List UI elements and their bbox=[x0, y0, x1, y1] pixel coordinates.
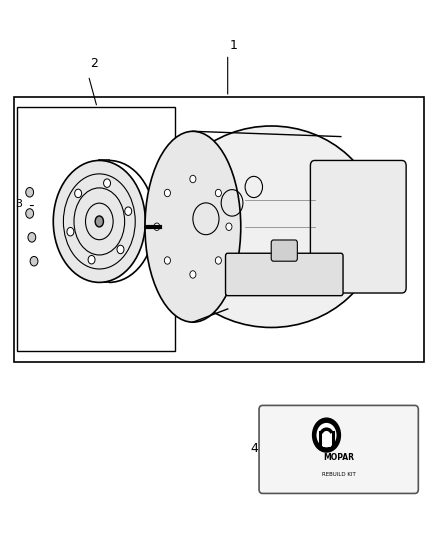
Text: REBUILD KIT: REBUILD KIT bbox=[322, 472, 356, 478]
Circle shape bbox=[125, 207, 132, 215]
Circle shape bbox=[30, 256, 38, 266]
Text: 4: 4 bbox=[250, 442, 258, 455]
Bar bbox=[14, 97, 424, 362]
Ellipse shape bbox=[95, 216, 103, 227]
Circle shape bbox=[164, 189, 170, 197]
Circle shape bbox=[215, 257, 222, 264]
Circle shape bbox=[67, 228, 74, 236]
Circle shape bbox=[190, 175, 196, 183]
Circle shape bbox=[117, 245, 124, 254]
Circle shape bbox=[74, 189, 81, 198]
Circle shape bbox=[215, 189, 222, 197]
Bar bbox=[17, 108, 176, 351]
Circle shape bbox=[103, 179, 110, 188]
Circle shape bbox=[190, 271, 196, 278]
Text: 1: 1 bbox=[230, 39, 238, 52]
Text: 2: 2 bbox=[91, 58, 99, 70]
Circle shape bbox=[164, 257, 170, 264]
Circle shape bbox=[317, 423, 336, 447]
Circle shape bbox=[226, 223, 232, 230]
Text: MOPAR: MOPAR bbox=[323, 453, 354, 462]
FancyBboxPatch shape bbox=[226, 253, 343, 296]
Ellipse shape bbox=[53, 160, 145, 282]
Ellipse shape bbox=[145, 131, 241, 322]
Circle shape bbox=[26, 188, 34, 197]
Circle shape bbox=[313, 418, 340, 452]
Circle shape bbox=[26, 209, 34, 218]
Circle shape bbox=[28, 232, 36, 242]
Ellipse shape bbox=[162, 126, 380, 327]
FancyBboxPatch shape bbox=[271, 240, 297, 261]
Circle shape bbox=[88, 255, 95, 264]
FancyBboxPatch shape bbox=[259, 406, 418, 494]
FancyBboxPatch shape bbox=[311, 160, 406, 293]
Circle shape bbox=[154, 223, 160, 230]
Text: 3: 3 bbox=[15, 199, 22, 209]
